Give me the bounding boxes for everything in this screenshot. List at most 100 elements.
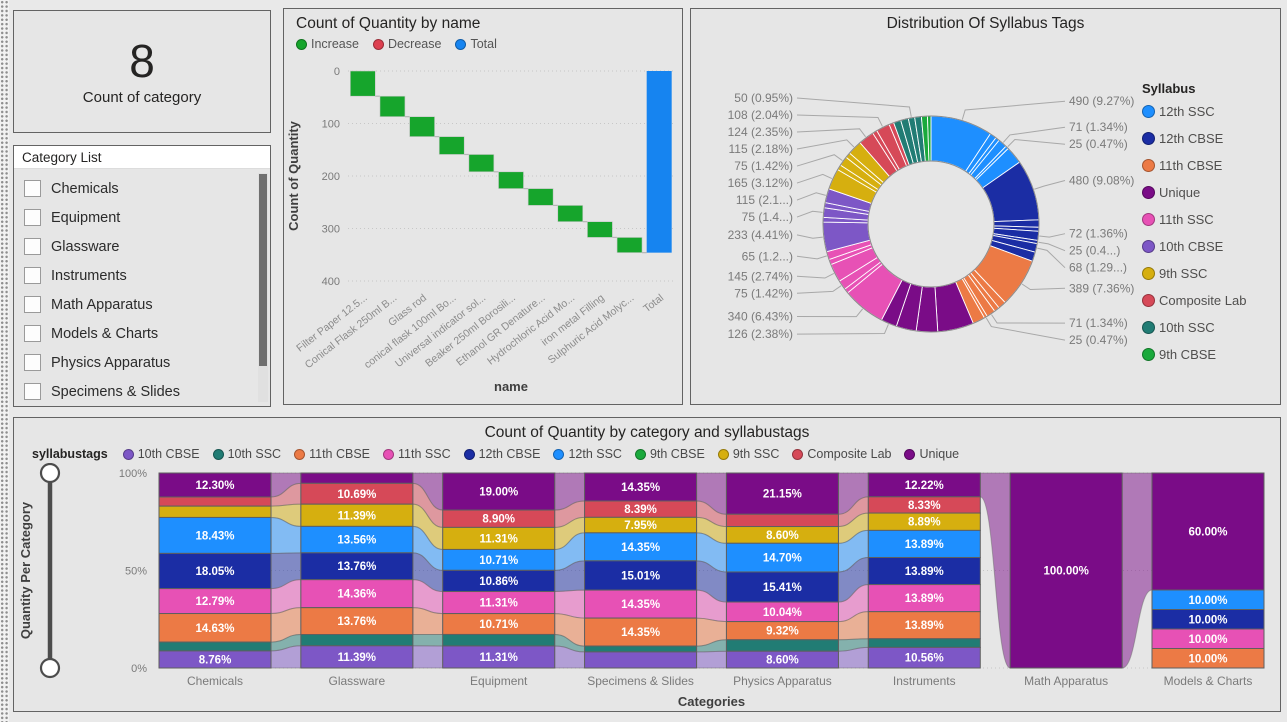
waterfall-total-bar[interactable] (646, 71, 672, 253)
legend-item[interactable]: Increase (296, 37, 359, 51)
legend-item[interactable]: 9th SSC (1142, 266, 1270, 281)
scrollbar-thumb[interactable] (259, 174, 267, 367)
donut-chart[interactable]: 490 (9.27%) 71 (1.34%) 25 (0.47%) 480 (9.08… (691, 34, 1279, 404)
waterfall-bar[interactable] (527, 188, 554, 206)
slicer-scrollbar[interactable] (258, 173, 268, 402)
ribbon-segment[interactable] (584, 589, 698, 619)
checkbox-icon[interactable] (24, 267, 41, 284)
ribbon-segment[interactable] (867, 646, 981, 669)
legend-item[interactable]: Unique (1142, 185, 1270, 200)
ribbon-segment[interactable] (725, 650, 839, 669)
ribbon-segment[interactable] (158, 641, 272, 652)
ribbon-segment[interactable] (300, 525, 414, 554)
svg-text:100: 100 (322, 119, 340, 131)
ribbon-flow[interactable] (696, 650, 727, 669)
legend-item[interactable]: 9th CBSE (634, 447, 705, 461)
ribbon-segment[interactable] (300, 645, 414, 669)
ribbon-segment[interactable] (1151, 472, 1265, 591)
ribbon-segment[interactable] (300, 579, 414, 609)
category-checkbox-item[interactable]: Models & Charts (24, 319, 270, 348)
ribbon-segment[interactable] (584, 532, 698, 562)
waterfall-bar[interactable] (409, 116, 435, 137)
ribbon-segment[interactable] (442, 633, 556, 647)
checkbox-icon[interactable] (24, 296, 41, 313)
waterfall-bar[interactable] (379, 95, 406, 117)
waterfall-bar[interactable] (438, 136, 465, 155)
legend-item[interactable]: Decrease (372, 37, 441, 51)
legend-item[interactable]: 11th SSC (383, 447, 451, 461)
ribbon-segment[interactable] (584, 617, 698, 647)
ribbon-segment[interactable] (158, 588, 272, 615)
ribbon-segment[interactable] (442, 472, 556, 511)
ribbon-segment[interactable] (158, 613, 272, 643)
legend-item[interactable]: 10th SSC (1142, 320, 1270, 335)
checkbox-icon[interactable] (24, 325, 41, 342)
category-checkbox-item[interactable]: Instruments (24, 261, 270, 290)
checkbox-icon[interactable] (24, 180, 41, 197)
ribbon-segment[interactable] (584, 645, 698, 653)
ribbon-segment[interactable] (725, 513, 839, 528)
legend-item[interactable]: 12th CBSE (463, 447, 540, 461)
category-checkbox-item[interactable]: Chemicals (24, 174, 270, 203)
ribbon-segment[interactable] (1151, 648, 1265, 669)
legend-item[interactable]: 11th SSC (1142, 212, 1270, 227)
waterfall-bar[interactable] (557, 205, 584, 222)
legend-item[interactable]: 11th CBSE (294, 447, 370, 461)
ribbon-segment[interactable] (300, 552, 414, 581)
legend-item[interactable]: 9th CBSE (1142, 347, 1270, 362)
waterfall-bar[interactable] (498, 171, 524, 189)
y-range-slider[interactable] (39, 463, 61, 679)
ribbon-segment[interactable] (867, 556, 981, 586)
ribbon-segment[interactable] (300, 607, 414, 635)
legend-item[interactable]: 10th CBSE (1142, 239, 1270, 254)
legend-item[interactable]: Composite Lab (792, 447, 891, 461)
waterfall-bar[interactable] (468, 154, 495, 173)
slider-handle[interactable] (39, 657, 61, 679)
legend-item[interactable]: 12th CBSE (1142, 131, 1270, 146)
ribbon-flow[interactable] (1121, 472, 1153, 669)
ribbon-segment[interactable] (1009, 472, 1123, 669)
checkbox-icon[interactable] (24, 354, 41, 371)
ribbon-segment[interactable] (442, 645, 556, 669)
legend-item[interactable]: Unique (904, 447, 959, 461)
waterfall-bar[interactable] (587, 221, 613, 238)
legend-item[interactable]: Total (455, 37, 497, 51)
legend-item[interactable]: Composite Lab (1142, 293, 1270, 308)
ribbon-flow[interactable] (412, 645, 444, 669)
ribbon-segment[interactable] (867, 638, 981, 648)
ribbon-segment[interactable] (867, 611, 981, 640)
checkbox-icon[interactable] (24, 238, 41, 255)
ribbon-segment[interactable] (725, 639, 839, 652)
checkbox-icon[interactable] (24, 383, 41, 400)
category-checkbox-item[interactable]: Glassware (24, 232, 270, 261)
ribbon-segment[interactable] (158, 505, 272, 518)
ribbon-segment[interactable] (158, 496, 272, 507)
ribbon-chart[interactable]: 100% 50% 0% Quantity Per Category 12.30% 18.4… (14, 463, 1278, 713)
checkbox-icon[interactable] (24, 209, 41, 226)
legend-item[interactable]: 10th SSC (212, 447, 281, 461)
category-checkbox-item[interactable]: Math Apparatus (24, 290, 270, 319)
legend-item[interactable]: 11th CBSE (1142, 158, 1270, 173)
ribbon-flow[interactable] (412, 633, 444, 647)
waterfall-bar[interactable] (616, 237, 643, 253)
legend-label: 9th SSC (1159, 266, 1208, 281)
ribbon-segment[interactable] (725, 571, 839, 603)
category-checkbox-item[interactable]: Physics Apparatus (24, 348, 270, 377)
ribbon-segment[interactable] (584, 472, 698, 502)
legend-item[interactable]: 10th CBSE (122, 447, 200, 461)
legend-label: 11th SSC (398, 447, 451, 461)
ribbon-segment[interactable] (300, 472, 414, 484)
ribbon-segment[interactable] (725, 472, 839, 515)
category-checkbox-item[interactable]: Equipment (24, 203, 270, 232)
waterfall-bar[interactable] (350, 70, 376, 97)
ribbon-segment[interactable] (584, 651, 698, 669)
legend-item[interactable]: 12th SSC (1142, 104, 1270, 119)
ribbon-segment[interactable] (158, 650, 272, 669)
legend-item[interactable]: 12th SSC (553, 447, 622, 461)
legend-item[interactable]: 9th SSC (717, 447, 779, 461)
ribbon-flow[interactable] (979, 472, 1011, 669)
ribbon-segment[interactable] (300, 633, 414, 647)
category-checkbox-item[interactable]: Specimens & Slides (24, 377, 270, 406)
slider-handle[interactable] (39, 463, 61, 484)
